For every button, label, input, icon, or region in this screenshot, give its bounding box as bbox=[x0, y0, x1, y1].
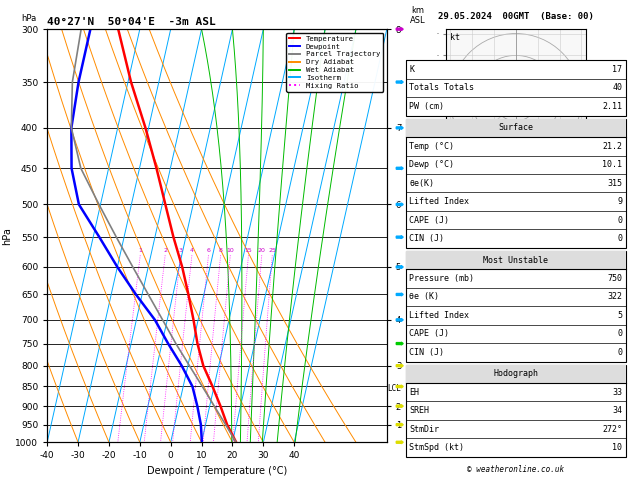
Text: 0: 0 bbox=[617, 216, 622, 225]
Text: 0: 0 bbox=[617, 234, 622, 243]
Text: 21.2: 21.2 bbox=[602, 142, 622, 151]
Text: Hodograph: Hodograph bbox=[493, 369, 538, 378]
Text: 34: 34 bbox=[612, 406, 622, 415]
Text: StmDir: StmDir bbox=[409, 425, 440, 434]
Text: θe(K): θe(K) bbox=[409, 179, 435, 188]
X-axis label: Dewpoint / Temperature (°C): Dewpoint / Temperature (°C) bbox=[147, 466, 287, 476]
Text: Lifted Index: Lifted Index bbox=[409, 197, 469, 206]
Text: LCL: LCL bbox=[387, 384, 401, 393]
Text: 0: 0 bbox=[617, 348, 622, 357]
Text: 0: 0 bbox=[617, 330, 622, 338]
Text: 40°27'N  50°04'E  -3m ASL: 40°27'N 50°04'E -3m ASL bbox=[47, 17, 216, 27]
Text: 15: 15 bbox=[245, 248, 252, 253]
Text: 8: 8 bbox=[219, 248, 223, 253]
Y-axis label: hPa: hPa bbox=[3, 227, 13, 244]
Text: EH: EH bbox=[409, 388, 420, 397]
Text: SREH: SREH bbox=[409, 406, 430, 415]
Text: Temp (°C): Temp (°C) bbox=[409, 142, 455, 151]
Text: Surface: Surface bbox=[498, 123, 533, 132]
Text: θe (K): θe (K) bbox=[409, 293, 440, 301]
Text: Totals Totals: Totals Totals bbox=[409, 84, 474, 92]
Legend: Temperature, Dewpoint, Parcel Trajectory, Dry Adiabat, Wet Adiabat, Isotherm, Mi: Temperature, Dewpoint, Parcel Trajectory… bbox=[286, 33, 383, 92]
Text: Lifted Index: Lifted Index bbox=[409, 311, 469, 320]
Text: 40: 40 bbox=[612, 84, 622, 92]
Text: CIN (J): CIN (J) bbox=[409, 348, 445, 357]
Text: 10.1: 10.1 bbox=[602, 160, 622, 169]
Text: 10: 10 bbox=[612, 443, 622, 452]
Text: © weatheronline.co.uk: © weatheronline.co.uk bbox=[467, 465, 564, 474]
Text: 20: 20 bbox=[258, 248, 265, 253]
Text: 6: 6 bbox=[206, 248, 210, 253]
Text: 5: 5 bbox=[617, 311, 622, 320]
Text: K: K bbox=[409, 65, 415, 74]
Text: Most Unstable: Most Unstable bbox=[483, 256, 548, 264]
Text: 17: 17 bbox=[612, 65, 622, 74]
Text: hPa: hPa bbox=[21, 14, 37, 23]
Text: 10: 10 bbox=[226, 248, 234, 253]
Text: km
ASL: km ASL bbox=[409, 6, 425, 25]
Text: kt: kt bbox=[450, 34, 460, 42]
Text: CAPE (J): CAPE (J) bbox=[409, 216, 450, 225]
Text: 322: 322 bbox=[607, 293, 622, 301]
Text: 33: 33 bbox=[612, 388, 622, 397]
Text: 9: 9 bbox=[617, 197, 622, 206]
Text: 29.05.2024  00GMT  (Base: 00): 29.05.2024 00GMT (Base: 00) bbox=[438, 12, 594, 21]
Text: 3: 3 bbox=[179, 248, 182, 253]
Text: 4: 4 bbox=[190, 248, 194, 253]
Text: 272°: 272° bbox=[602, 425, 622, 434]
Text: CIN (J): CIN (J) bbox=[409, 234, 445, 243]
Text: 2.11: 2.11 bbox=[602, 102, 622, 111]
Text: 2: 2 bbox=[163, 248, 167, 253]
Text: Dewp (°C): Dewp (°C) bbox=[409, 160, 455, 169]
Text: 1: 1 bbox=[138, 248, 142, 253]
Text: StmSpd (kt): StmSpd (kt) bbox=[409, 443, 464, 452]
Text: 750: 750 bbox=[607, 274, 622, 283]
Text: CAPE (J): CAPE (J) bbox=[409, 330, 450, 338]
Text: PW (cm): PW (cm) bbox=[409, 102, 445, 111]
Text: Pressure (mb): Pressure (mb) bbox=[409, 274, 474, 283]
Text: 25: 25 bbox=[269, 248, 276, 253]
Text: 315: 315 bbox=[607, 179, 622, 188]
